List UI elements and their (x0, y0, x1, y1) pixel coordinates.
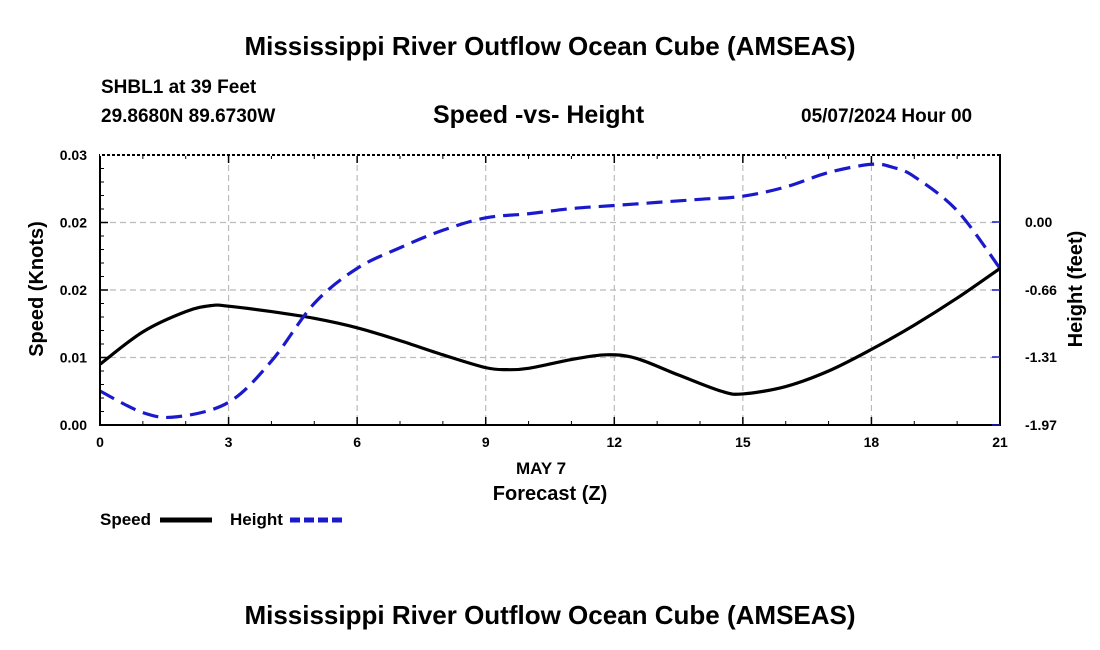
legend: Speed Height (100, 510, 342, 529)
station-label: SHBL1 at 39 Feet (101, 77, 257, 98)
tick-labels: 0 3 6 9 12 15 18 21 0.00 0.01 0.02 0.02 0.03 -1.97 -1.… (60, 147, 1057, 450)
y2-tick-label: -1.31 (1025, 349, 1057, 365)
station-coordinates: 29.8680N 89.6730W (101, 106, 276, 127)
chart-title: Speed -vs- Height (433, 101, 645, 129)
x-tick-label: 21 (992, 434, 1008, 450)
y-tick-label: 0.02 (60, 215, 87, 231)
legend-label-height: Height (230, 510, 283, 529)
y2-axis-title: Height (feet) (1065, 231, 1087, 348)
y-tick-label: 0.01 (60, 350, 87, 366)
x-axis-title: Forecast (Z) (493, 483, 607, 505)
y-tick-label: 0.00 (60, 417, 87, 433)
axis-ticks (99, 154, 1001, 426)
series-line-height (99, 162, 1002, 420)
series-line-speed (99, 267, 1001, 396)
y2-tick-label: -1.97 (1025, 417, 1057, 433)
y2-tick-label: 0.00 (1025, 214, 1052, 230)
x-axis-date-label: MAY 7 (516, 459, 566, 478)
footer-title: Mississippi River Outflow Ocean Cube (AM… (244, 600, 856, 630)
x-tick-label: 3 (225, 434, 233, 450)
y-tick-label: 0.02 (60, 282, 87, 298)
x-tick-label: 6 (353, 434, 361, 450)
x-tick-label: 0 (96, 434, 104, 450)
legend-label-speed: Speed (100, 510, 151, 529)
grid-lines (100, 155, 1000, 425)
series-lines (99, 162, 1002, 420)
y-tick-label: 0.03 (60, 147, 87, 163)
page-title: Mississippi River Outflow Ocean Cube (AM… (244, 31, 856, 61)
x-tick-label: 15 (735, 434, 751, 450)
x-tick-label: 9 (482, 434, 490, 450)
forecast-date: 05/07/2024 Hour 00 (801, 106, 973, 127)
y-axis-title: Speed (Knots) (26, 221, 48, 357)
x-tick-label: 12 (606, 434, 622, 450)
y2-tick-label: -0.66 (1025, 282, 1057, 298)
x-tick-label: 18 (864, 434, 880, 450)
